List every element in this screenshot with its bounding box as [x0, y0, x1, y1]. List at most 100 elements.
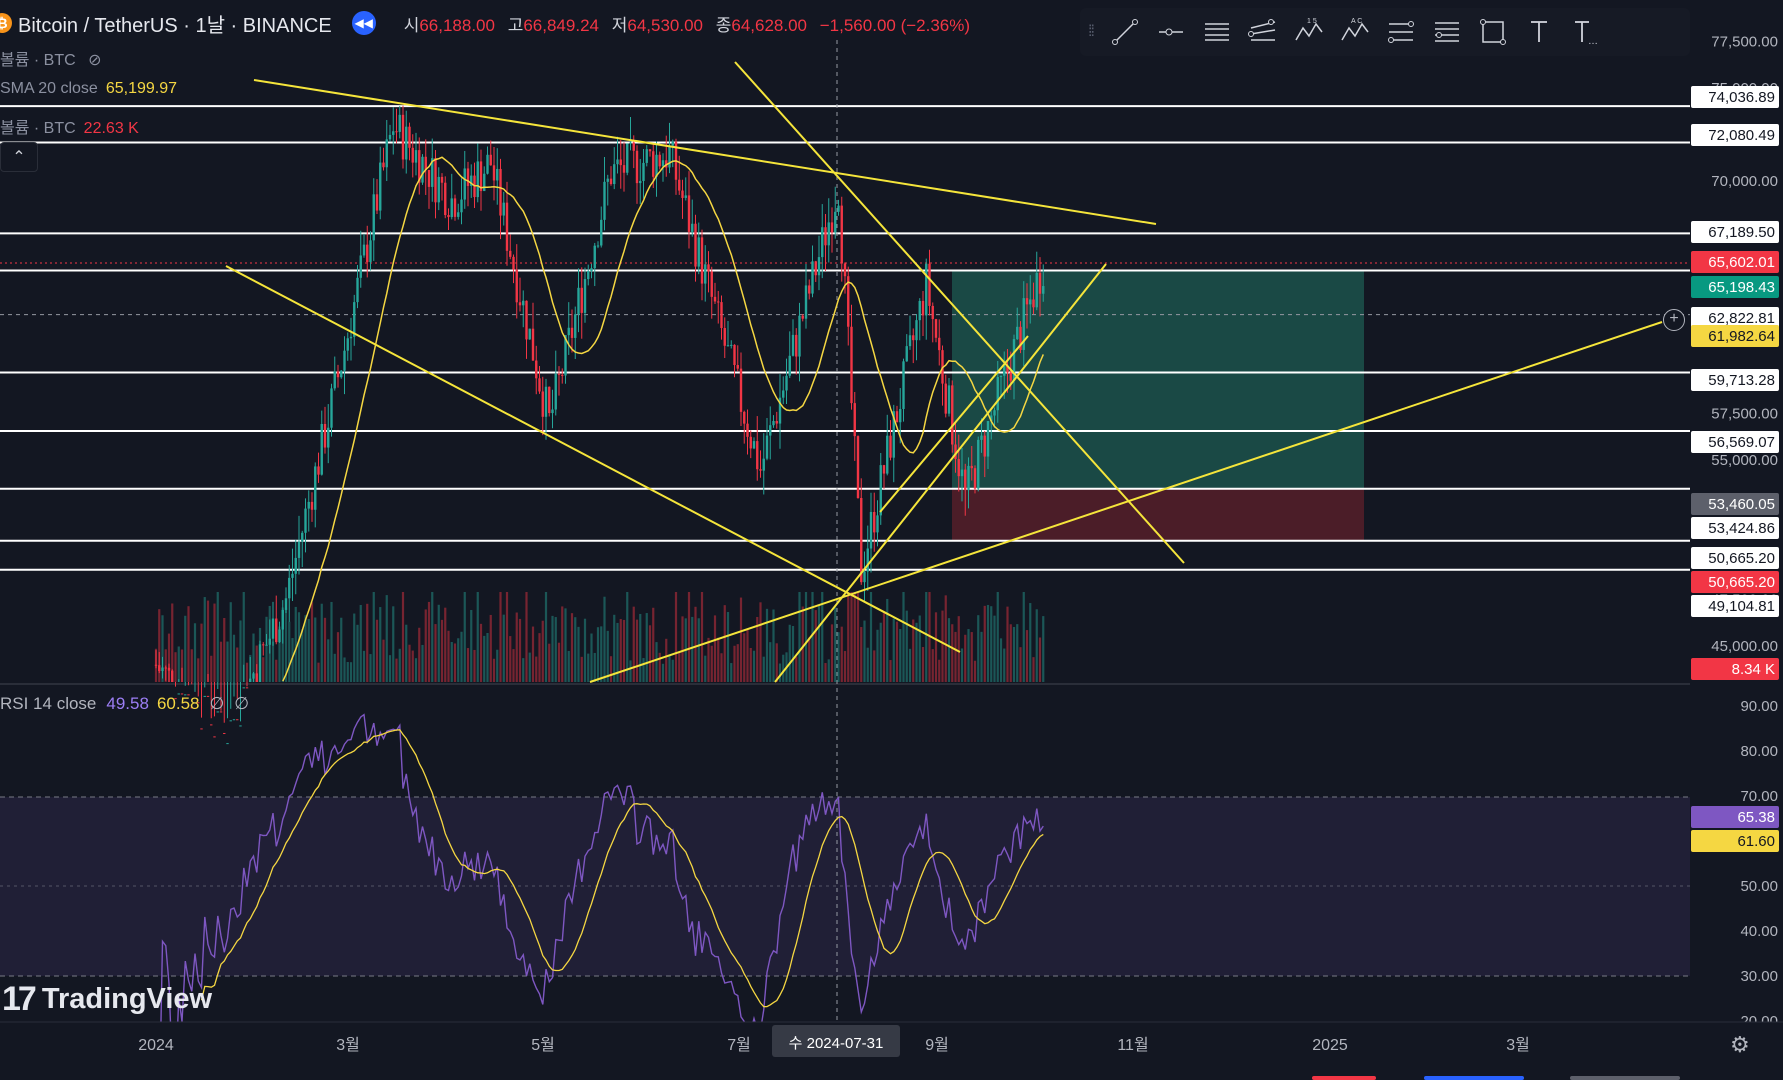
change-value: −1,560.00 (−2.36%) [819, 15, 971, 35]
abc-pattern-icon[interactable]: A C [1332, 12, 1378, 52]
volume-bar-51 [320, 603, 323, 682]
text-more-icon[interactable]: … [1562, 12, 1608, 52]
candle-body-44 [297, 541, 301, 558]
candle-body-251 [970, 465, 973, 469]
volume-bar-219 [866, 647, 869, 682]
close-value: 64,628.00 [731, 15, 808, 35]
symbol-title[interactable]: Bitcoin / TetherUS · 1날 · BINANCE [18, 14, 332, 37]
candle-body-136 [596, 245, 600, 247]
volume-legend[interactable]: 볼륨 · BTC ⊘ [0, 46, 102, 70]
volume-bar-151 [645, 613, 648, 682]
candle-body-43 [294, 557, 297, 574]
candle-body-230 [902, 361, 905, 410]
candle-body-34 [265, 644, 268, 646]
volume-bar-64 [362, 650, 366, 682]
xabcd-pattern-icon[interactable]: 1 5 [1286, 12, 1332, 52]
volume-bar-128 [570, 613, 574, 682]
rsi-tag-1: 61.60 [1737, 833, 1775, 850]
candle-body-182 [746, 423, 749, 437]
rsi-tag-bg-1 [1691, 830, 1779, 852]
time-label-1: 3월 [336, 1036, 360, 1054]
candle-body-172 [713, 296, 717, 302]
trend-line-icon[interactable] [1102, 12, 1148, 52]
volume-bar-80 [414, 658, 418, 682]
candle-body-204 [817, 257, 821, 276]
volume-bar-181 [743, 633, 746, 682]
volume-bar-105 [496, 649, 499, 682]
rsi-legend-title: RSI 14 close [0, 694, 97, 713]
candle-body-116 [531, 328, 535, 361]
collapse-legend-button[interactable]: ⌃ [0, 142, 38, 172]
candle-body-148 [635, 150, 639, 184]
volume-bar-253 [977, 615, 980, 682]
sma-legend[interactable]: SMA 20 close 65,199.97 [0, 80, 177, 98]
candle-body-150 [642, 162, 645, 181]
candle-body-90 [447, 215, 450, 218]
candles [154, 105, 1045, 745]
candle-body-238 [928, 263, 931, 306]
price-tag-10: 53,424.86 [1708, 520, 1775, 537]
volume-bar-83 [424, 609, 427, 682]
candle-body-192 [778, 397, 782, 424]
candle-body-96 [466, 168, 470, 186]
candle-body-272 [1038, 272, 1042, 294]
volume-bar-135 [593, 652, 596, 682]
add-alert-plus-icon[interactable]: + [1663, 309, 1685, 331]
svg-text:A C: A C [1351, 18, 1362, 25]
volume-bar-243 [944, 595, 947, 682]
candle-body-239 [931, 305, 934, 320]
parallel-channel-icon[interactable] [1194, 12, 1240, 52]
volume-bar-130 [577, 626, 580, 682]
volume-bar-251 [970, 632, 973, 682]
replay-icon[interactable]: ◀◀ [351, 11, 376, 35]
volume-bar-86 [434, 624, 437, 682]
volume-bar-159 [671, 659, 674, 682]
volume-bar-79 [411, 650, 414, 682]
rsi-legend[interactable]: RSI 14 close 49.58 60.58 ∅ ∅ [0, 694, 249, 714]
candle-body-198 [798, 315, 801, 357]
eye-off-icon[interactable]: ⊘ [88, 52, 102, 69]
fib-retracement-icon[interactable] [1378, 12, 1424, 52]
candle-body-7 [177, 693, 180, 695]
volume-bar-28 [245, 662, 249, 682]
volume-legend-title: 볼륨 · BTC [0, 52, 76, 69]
candle-body-223 [879, 465, 882, 516]
volume-bar-200 [804, 592, 808, 682]
candle-body-216 [856, 436, 860, 498]
candle-body-207 [827, 222, 830, 246]
tradingview-watermark[interactable]: 17 TradingView [2, 980, 212, 1019]
candle-body-143 [619, 159, 622, 166]
text-icon[interactable] [1516, 12, 1562, 52]
grip-icon[interactable]: ⁞⁞ [1088, 23, 1095, 40]
price-tag-bg-0 [1691, 86, 1779, 108]
volume-bar-44 [297, 612, 301, 682]
volume-bar-195 [788, 624, 791, 682]
volume2-legend[interactable]: 볼륨 · BTC 22.63 K [0, 114, 139, 138]
bottom-strip-red [1312, 1076, 1376, 1080]
candle-body-132 [583, 279, 587, 313]
pitchfork-icon[interactable] [1240, 12, 1286, 52]
gear-icon[interactable]: ⚙ [1730, 1032, 1750, 1057]
volume-bar-30 [252, 633, 255, 682]
candle-body-14 [200, 728, 203, 730]
candle-body-123 [554, 373, 557, 410]
candle-body-157 [665, 160, 668, 168]
volume-bar-99 [476, 592, 479, 682]
chevron-up-icon: ⌃ [12, 149, 26, 166]
open-key: 시 [403, 15, 420, 35]
candle-body-173 [717, 301, 720, 303]
volume-bar-173 [717, 637, 720, 682]
volume-bar-138 [603, 596, 606, 682]
price-tag-9: 53,460.05 [1708, 496, 1775, 513]
horizontal-ray-icon[interactable] [1148, 12, 1194, 52]
volume-bar-228 [895, 621, 899, 682]
fib-channel-icon[interactable] [1424, 12, 1470, 52]
candle-body-66 [369, 240, 372, 263]
price-tag-bg-6 [1691, 325, 1779, 347]
volume-bar-161 [678, 652, 681, 682]
rectangle-icon[interactable] [1470, 12, 1516, 52]
candle-body-51 [320, 423, 323, 475]
volume-bar-266 [1019, 647, 1022, 682]
candle-body-131 [580, 287, 583, 313]
